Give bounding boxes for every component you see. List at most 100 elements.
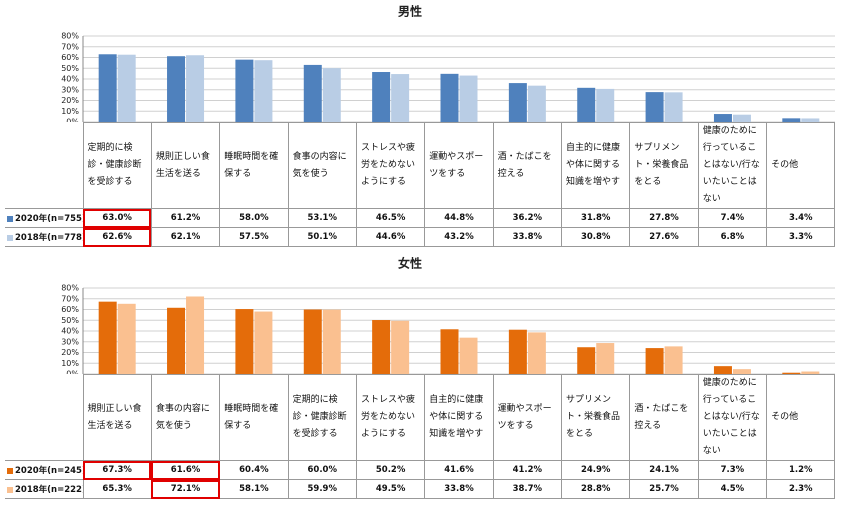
value-label: 24.9% <box>561 460 631 480</box>
bar <box>801 371 820 374</box>
bar <box>713 366 732 374</box>
category-label: その他 <box>766 374 836 461</box>
value-label: 59.9% <box>287 479 357 499</box>
value-label: 60.0% <box>287 460 357 480</box>
value-label: 3.4% <box>766 208 836 228</box>
bar <box>782 118 801 122</box>
value-label: 50.1% <box>287 227 357 247</box>
value-label: 30.8% <box>561 227 631 247</box>
y-tick-label: 0% <box>66 118 79 123</box>
category-row: 規則正しい食生活を送る 食事の内容に気を使う 睡眠時間を確保する 定期的に検診・健康診… <box>5 374 836 461</box>
value-label: 7.3% <box>697 460 768 480</box>
category-label: 運動やスポーツをする <box>424 122 494 209</box>
series-row: 2020年(n=245) 67.3% 61.6% 60.4% 60.0% 50.2% 41.… <box>5 460 836 480</box>
bar <box>391 320 410 374</box>
value-label: 25.7% <box>629 479 699 499</box>
value-label: 33.8% <box>492 227 563 247</box>
bar <box>596 88 615 122</box>
value-label: 57.5% <box>219 227 289 247</box>
bar <box>186 296 205 374</box>
bar <box>664 346 683 374</box>
bar <box>117 303 136 374</box>
value-label: 50.2% <box>355 460 426 480</box>
value-label: 38.7% <box>492 479 563 499</box>
category-label: 健康のために行っていることはない/行ないたいことはない <box>697 374 768 461</box>
legend-cell: 2020年(n=245) <box>5 460 84 480</box>
y-tick-label: 40% <box>61 75 79 84</box>
value-label: 62.6% <box>82 227 152 247</box>
bar <box>732 114 751 122</box>
y-tick-label: 70% <box>61 42 79 51</box>
category-label: 定期的に検診・健康診断を受診する <box>82 122 152 209</box>
y-tick-label: 20% <box>61 96 79 105</box>
category-label: サプリメント・栄養食品をとる <box>629 122 699 209</box>
value-label: 65.3% <box>82 479 152 499</box>
y-tick-label: 80% <box>61 284 79 293</box>
value-label: 41.2% <box>492 460 563 480</box>
legend-label: 2020年(n=245) <box>15 466 83 476</box>
bar <box>235 309 254 374</box>
value-label: 31.8% <box>561 208 631 228</box>
category-label: 酒・たばこを控える <box>629 374 699 461</box>
value-label: 49.5% <box>355 479 426 499</box>
bar <box>645 348 664 374</box>
y-tick-label: 70% <box>61 294 79 303</box>
bar <box>732 369 751 374</box>
value-label: 7.4% <box>697 208 768 228</box>
value-label: 28.8% <box>561 479 631 499</box>
value-label: 61.6% <box>150 460 221 480</box>
data-table: 規則正しい食生活を送る 食事の内容に気を使う 睡眠時間を確保する 定期的に検診・健康診… <box>5 374 836 499</box>
value-label: 58.1% <box>219 479 289 499</box>
chart-title: 女性 <box>398 256 422 271</box>
value-label: 6.8% <box>697 227 768 247</box>
legend-swatch <box>7 486 13 493</box>
bar <box>527 332 546 374</box>
plot: 女性 0% 10% 20% 30%40% 50% 60% 70%80% <box>61 256 835 375</box>
value-label: 2.3% <box>766 479 836 499</box>
bar <box>782 372 801 374</box>
y-tick-label: 10% <box>61 107 79 116</box>
bar <box>98 301 117 374</box>
bar <box>577 87 596 122</box>
value-label: 44.6% <box>355 227 426 247</box>
y-tick-label: 60% <box>61 305 79 314</box>
y-tick-label: 30% <box>61 337 79 346</box>
bar <box>508 83 527 122</box>
bar <box>508 329 527 374</box>
bar <box>322 68 341 122</box>
bar <box>167 56 186 122</box>
bar <box>664 92 683 122</box>
legend-label: 2020年(n=755) <box>15 214 83 224</box>
y-tick-label: 80% <box>61 32 79 41</box>
bar <box>577 347 596 374</box>
value-label: 44.8% <box>424 208 494 228</box>
bar <box>527 85 546 122</box>
bar <box>303 309 322 374</box>
bar <box>322 309 341 374</box>
value-label: 36.2% <box>492 208 563 228</box>
bar <box>254 60 273 122</box>
chart-panel: 女性 0% 10% 20% 30% 40% 50% 60% 70% 80% 規則正しい食生活を送る食… <box>0 252 847 504</box>
value-label: 62.1% <box>150 227 221 247</box>
bar <box>98 54 117 122</box>
bar <box>801 118 820 122</box>
bar <box>596 343 615 374</box>
bar <box>440 73 459 122</box>
category-label: ストレスや疲労をためないようにする <box>355 374 426 461</box>
bar <box>440 329 459 374</box>
y-tick-label: 60% <box>61 53 79 62</box>
category-label: 酒・たばこを控える <box>492 122 563 209</box>
bar <box>713 114 732 122</box>
value-label: 60.4% <box>219 460 289 480</box>
bar <box>459 75 478 122</box>
value-label: 58.0% <box>219 208 289 228</box>
value-label: 53.1% <box>287 208 357 228</box>
data-table: 定期的に検診・健康診断を受診する 規則正しい食生活を送る 睡眠時間を確保する 食事の内… <box>5 122 836 247</box>
chart-panel: 男性 0% 10% 20% 30% 40% 50% 60% 70% 80% 定期的に検診・健康診断を… <box>0 0 847 252</box>
value-label: 72.1% <box>150 479 221 499</box>
y-tick-label: 0% <box>66 370 79 375</box>
y-tick-label: 30% <box>61 85 79 94</box>
category-label: 規則正しい食生活を送る <box>150 122 221 209</box>
bar <box>186 55 205 122</box>
bar <box>235 59 254 122</box>
